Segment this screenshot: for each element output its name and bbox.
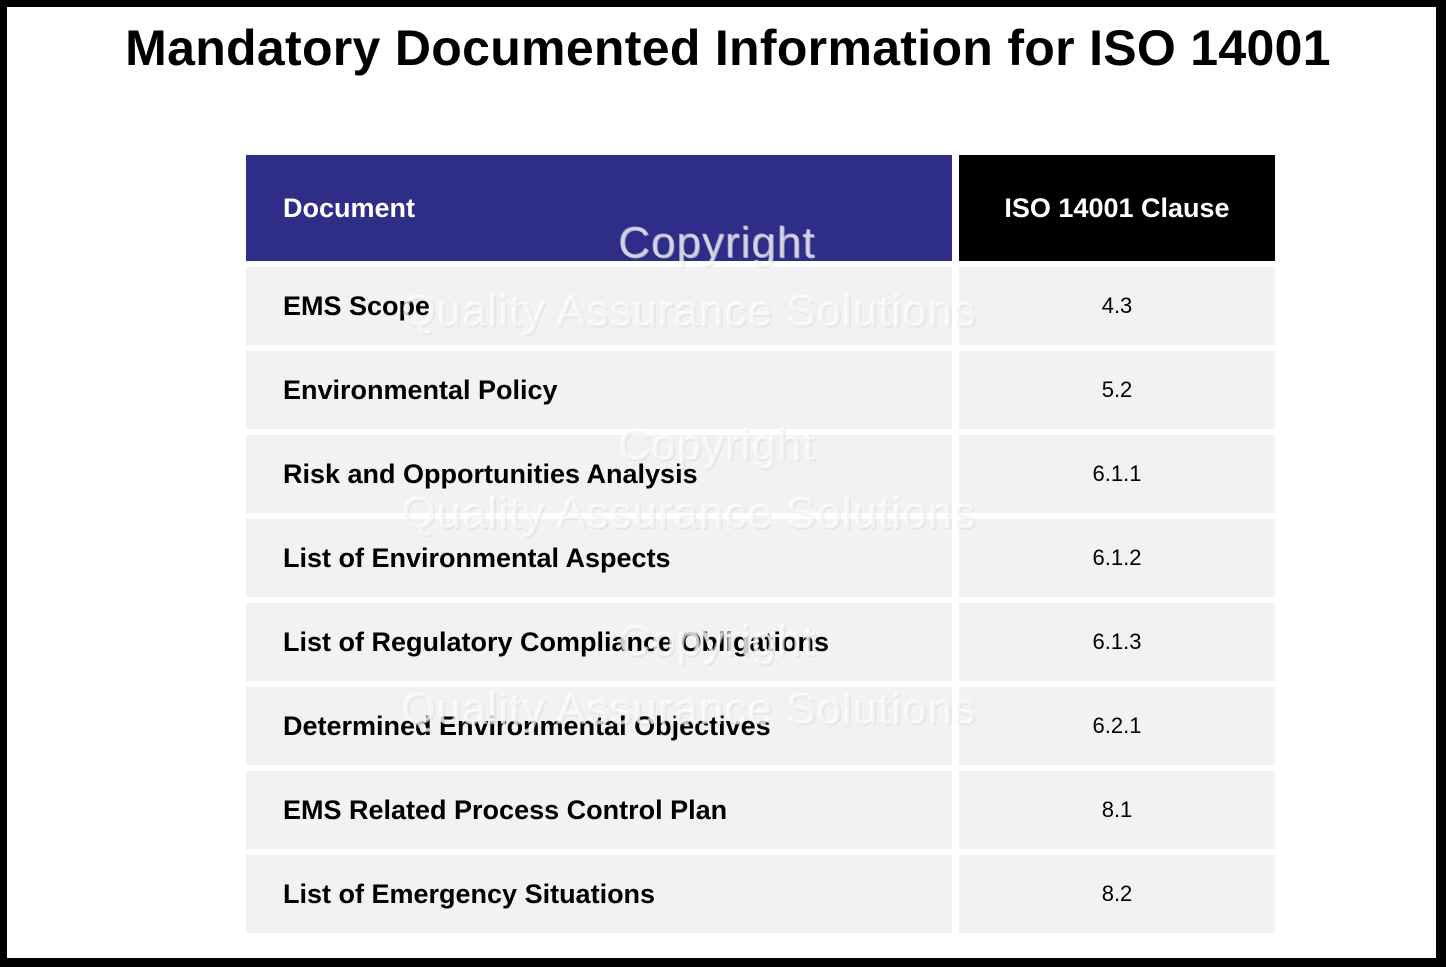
table-row: Determined Environmental Objectives 6.2.…	[246, 687, 1275, 765]
clause-cell: 4.3	[959, 267, 1275, 345]
header-document: Document	[246, 155, 952, 261]
table-row: Environmental Policy 5.2	[246, 351, 1275, 429]
slide: Mandatory Documented Information for ISO…	[7, 7, 1436, 958]
table-row: EMS Related Process Control Plan 8.1	[246, 771, 1275, 849]
documents-table: Document ISO 14001 Clause EMS Scope 4.3 …	[246, 155, 1275, 939]
document-cell: EMS Scope	[246, 267, 952, 345]
clause-cell: 6.1.3	[959, 603, 1275, 681]
clause-cell: 6.1.2	[959, 519, 1275, 597]
clause-cell: 8.1	[959, 771, 1275, 849]
document-cell: List of Emergency Situations	[246, 855, 952, 933]
header-clause: ISO 14001 Clause	[959, 155, 1275, 261]
document-cell: Determined Environmental Objectives	[246, 687, 952, 765]
document-cell: Risk and Opportunities Analysis	[246, 435, 952, 513]
table-row: List of Emergency Situations 8.2	[246, 855, 1275, 933]
document-cell: Environmental Policy	[246, 351, 952, 429]
page-title: Mandatory Documented Information for ISO…	[125, 20, 1331, 76]
table-row: List of Regulatory Compliance Obligation…	[246, 603, 1275, 681]
table-row: Risk and Opportunities Analysis 6.1.1	[246, 435, 1275, 513]
clause-cell: 6.1.1	[959, 435, 1275, 513]
clause-cell: 6.2.1	[959, 687, 1275, 765]
table-row: EMS Scope 4.3	[246, 267, 1275, 345]
table-row: List of Environmental Aspects 6.1.2	[246, 519, 1275, 597]
document-cell: List of Environmental Aspects	[246, 519, 952, 597]
clause-cell: 8.2	[959, 855, 1275, 933]
document-cell: EMS Related Process Control Plan	[246, 771, 952, 849]
document-cell: List of Regulatory Compliance Obligation…	[246, 603, 952, 681]
table-header-row: Document ISO 14001 Clause	[246, 155, 1275, 261]
clause-cell: 5.2	[959, 351, 1275, 429]
